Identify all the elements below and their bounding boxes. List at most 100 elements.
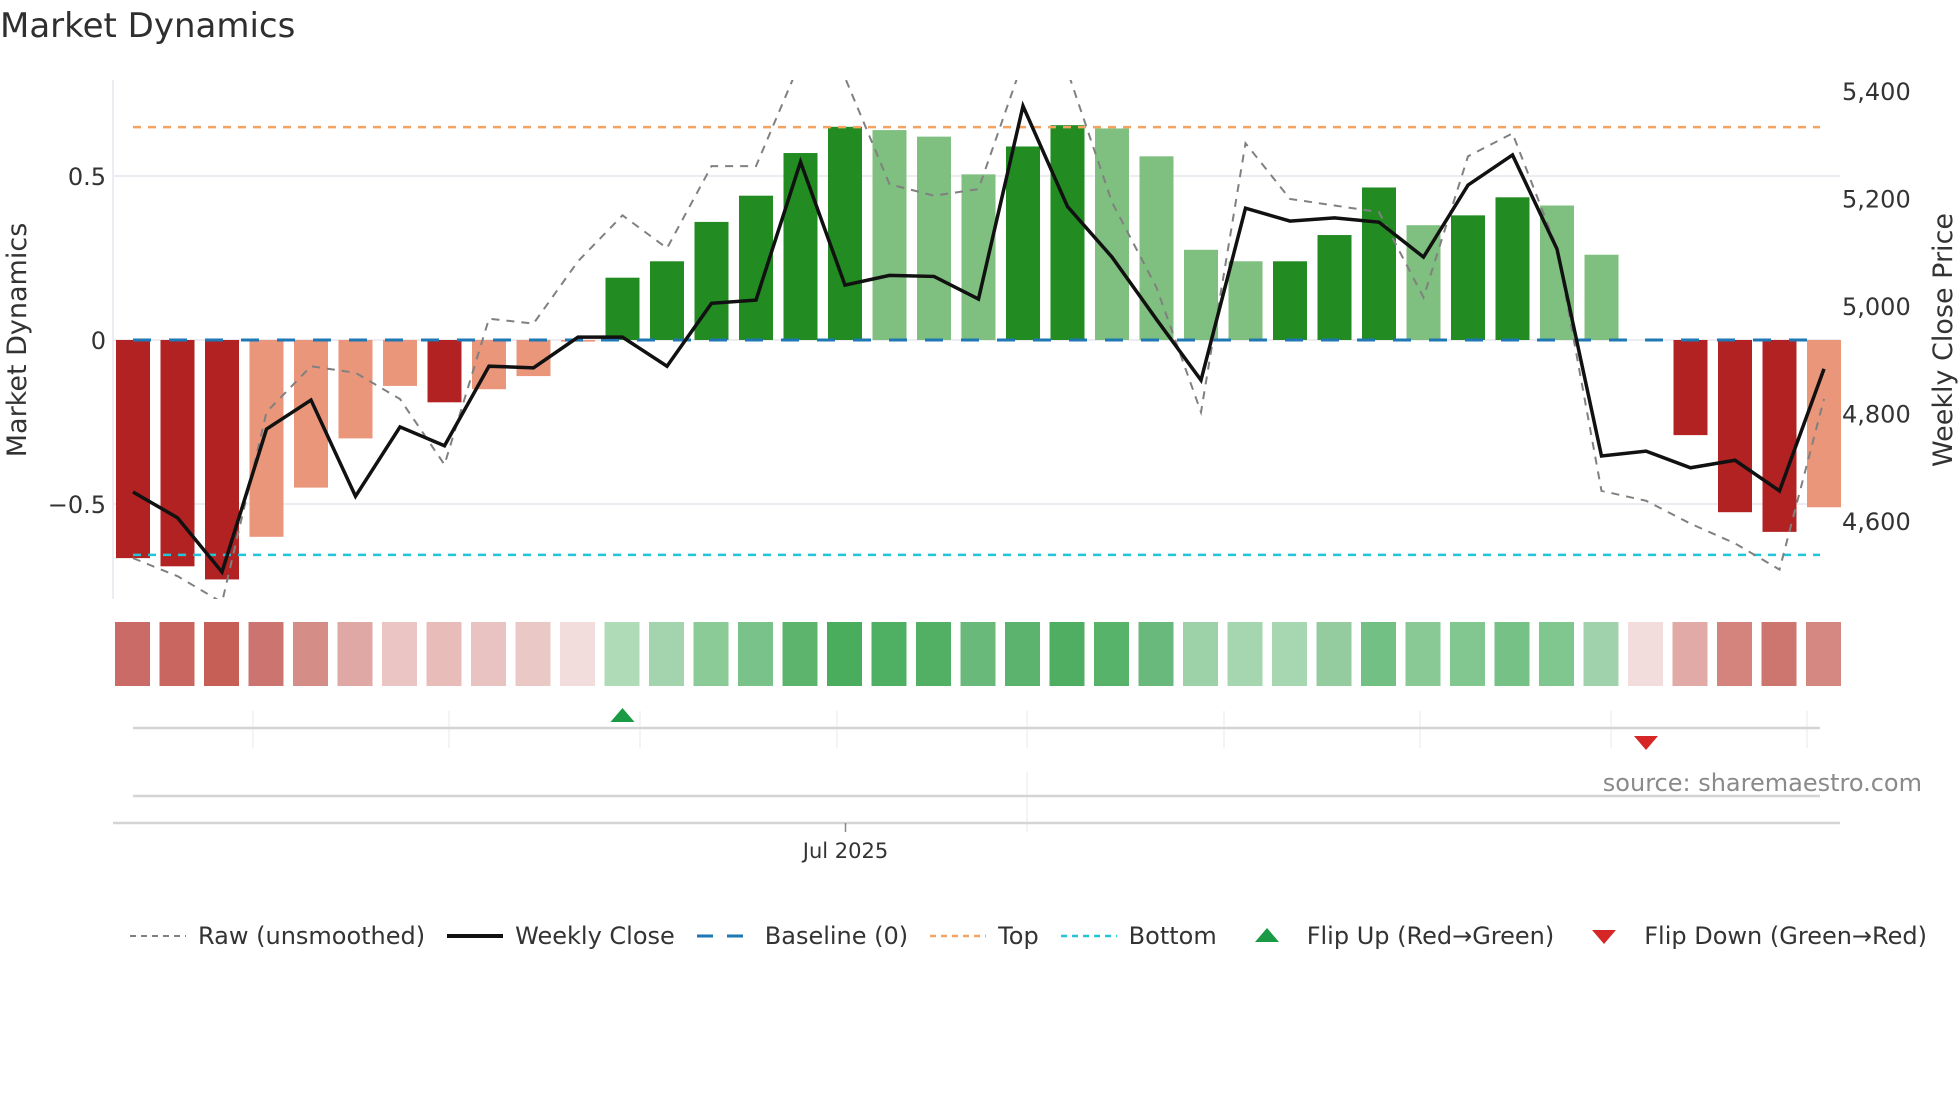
heat-cell: [159, 622, 195, 686]
heat-cell: [871, 622, 907, 686]
legend-label: Raw (unsmoothed): [198, 922, 426, 950]
legend-label: Top: [998, 922, 1039, 950]
legend: Raw (unsmoothed) Weekly Close Baseline (0)…: [128, 922, 1947, 950]
y2-tick-label: 5,400: [1842, 78, 1911, 106]
dynamics-bar: [1139, 156, 1174, 340]
heat-cell: [204, 622, 239, 686]
dynamics-bar: [1762, 340, 1797, 532]
flip-up-legend-icon: [1254, 928, 1279, 942]
dynamics-bar: [872, 130, 907, 340]
dynamics-bar: [1095, 128, 1129, 340]
legend-label: Bottom: [1128, 922, 1217, 950]
dynamics-bar: [1273, 261, 1307, 340]
dynamics-bar: [1673, 340, 1708, 436]
heat-cell: [1005, 622, 1040, 686]
heat-cell: [1672, 622, 1708, 686]
dynamics-bar: [961, 174, 996, 340]
heat-cell: [604, 622, 640, 686]
heat-cell: [1761, 622, 1797, 686]
heat-cell: [649, 622, 684, 686]
heat-cell: [337, 622, 373, 686]
dynamics-bar: [1584, 254, 1619, 340]
heat-strip: [115, 622, 1841, 686]
heat-cell: [1494, 622, 1530, 686]
heat-cell: [782, 622, 818, 686]
dynamics-bar: [1451, 215, 1485, 340]
heat-cell: [1806, 622, 1841, 686]
top-legend-icon: [930, 934, 987, 938]
heat-cell: [471, 622, 506, 686]
heat-cell: [1539, 622, 1574, 686]
dynamics-bar: [383, 340, 417, 386]
y-tick-label: −0.5: [48, 491, 106, 519]
dynamics-bar: [650, 261, 684, 340]
dynamics-bar: [1807, 340, 1841, 508]
dynamics-bar: [828, 126, 862, 340]
y-tick-label: 0.5: [68, 163, 106, 191]
axes: 0.5 0 −0.5 5,400 5,200 5,000 4,800 4,600 Market …: [2, 78, 1959, 536]
heat-cell: [426, 622, 462, 686]
dynamics-bar: [783, 153, 818, 340]
legend-label: Weekly Close: [515, 922, 675, 950]
legend-item-baseline[interactable]: Baseline (0): [695, 922, 908, 950]
legend-item-raw[interactable]: Raw (unsmoothed): [128, 922, 425, 950]
dynamics-bar: [1317, 235, 1352, 340]
raw-legend-icon: [130, 935, 186, 937]
heat-cell: [1049, 622, 1085, 686]
heat-cell: [1361, 622, 1396, 686]
heat-cell: [1316, 622, 1352, 686]
legend-item-flip_down[interactable]: Flip Down (Green→Red): [1574, 922, 1927, 950]
legend-item-flip_up[interactable]: Flip Up (Red→Green): [1237, 922, 1555, 950]
dynamics-bar: [605, 277, 640, 340]
heat-cell: [1450, 622, 1485, 686]
heat-cell: [1717, 622, 1752, 686]
heat-cell: [248, 622, 284, 686]
heat-cell: [1628, 622, 1663, 686]
heat-cell: [115, 622, 150, 686]
x-tick-label: Jul 2025: [801, 839, 888, 863]
legend-label: Flip Down (Green→Red): [1644, 922, 1927, 950]
dynamics-bar: [116, 340, 150, 559]
heat-cell: [293, 622, 328, 686]
dynamics-bar: [1006, 146, 1040, 340]
legend-item-close[interactable]: Weekly Close: [445, 922, 675, 950]
dynamics-bar: [160, 340, 195, 567]
y-tick-label: 0: [91, 327, 106, 355]
dynamics-bar: [338, 340, 373, 439]
heat-cell: [1583, 622, 1619, 686]
dynamics-bar: [294, 340, 328, 488]
y-axis-title: Market Dynamics: [2, 223, 33, 458]
flip-up-marker: [610, 708, 635, 722]
dynamics-bar: [1228, 261, 1263, 340]
heat-cell: [560, 622, 595, 686]
y2-axis-title: Weekly Close Price: [1928, 213, 1959, 467]
y2-tick-label: 5,200: [1842, 186, 1911, 214]
flip-markers-panel: Jul 2025: [113, 708, 1840, 863]
legend-label: Flip Up (Red→Green): [1306, 922, 1555, 950]
dynamics-bar: [1495, 197, 1530, 340]
heat-cell: [827, 622, 862, 686]
legend-item-top[interactable]: Top: [928, 922, 1039, 950]
series-lines: [132, 80, 1826, 599]
dynamics-bar: [1406, 225, 1441, 340]
legend-item-bottom[interactable]: Bottom: [1059, 922, 1217, 950]
flip-down-legend-icon: [1592, 930, 1617, 944]
weekly-close-line: [132, 100, 1826, 576]
flip-down-marker: [1634, 736, 1658, 750]
chart-title: Market Dynamics: [0, 6, 296, 46]
heat-cell: [1227, 622, 1263, 686]
dynamics-bar: [1184, 249, 1218, 340]
y2-tick-label: 4,600: [1842, 508, 1911, 536]
dynamics-bar: [1050, 125, 1085, 340]
heat-cell: [738, 622, 773, 686]
dynamics-bar: [427, 340, 462, 403]
heat-cell: [382, 622, 417, 686]
dynamics-bar: [1718, 340, 1752, 513]
heat-cell: [960, 622, 996, 686]
y2-tick-label: 5,000: [1842, 293, 1911, 321]
baseline-legend-icon: [696, 934, 753, 938]
heat-cell: [916, 622, 951, 686]
legend-label: Baseline (0): [764, 922, 909, 950]
dynamics-bar: [249, 340, 284, 537]
